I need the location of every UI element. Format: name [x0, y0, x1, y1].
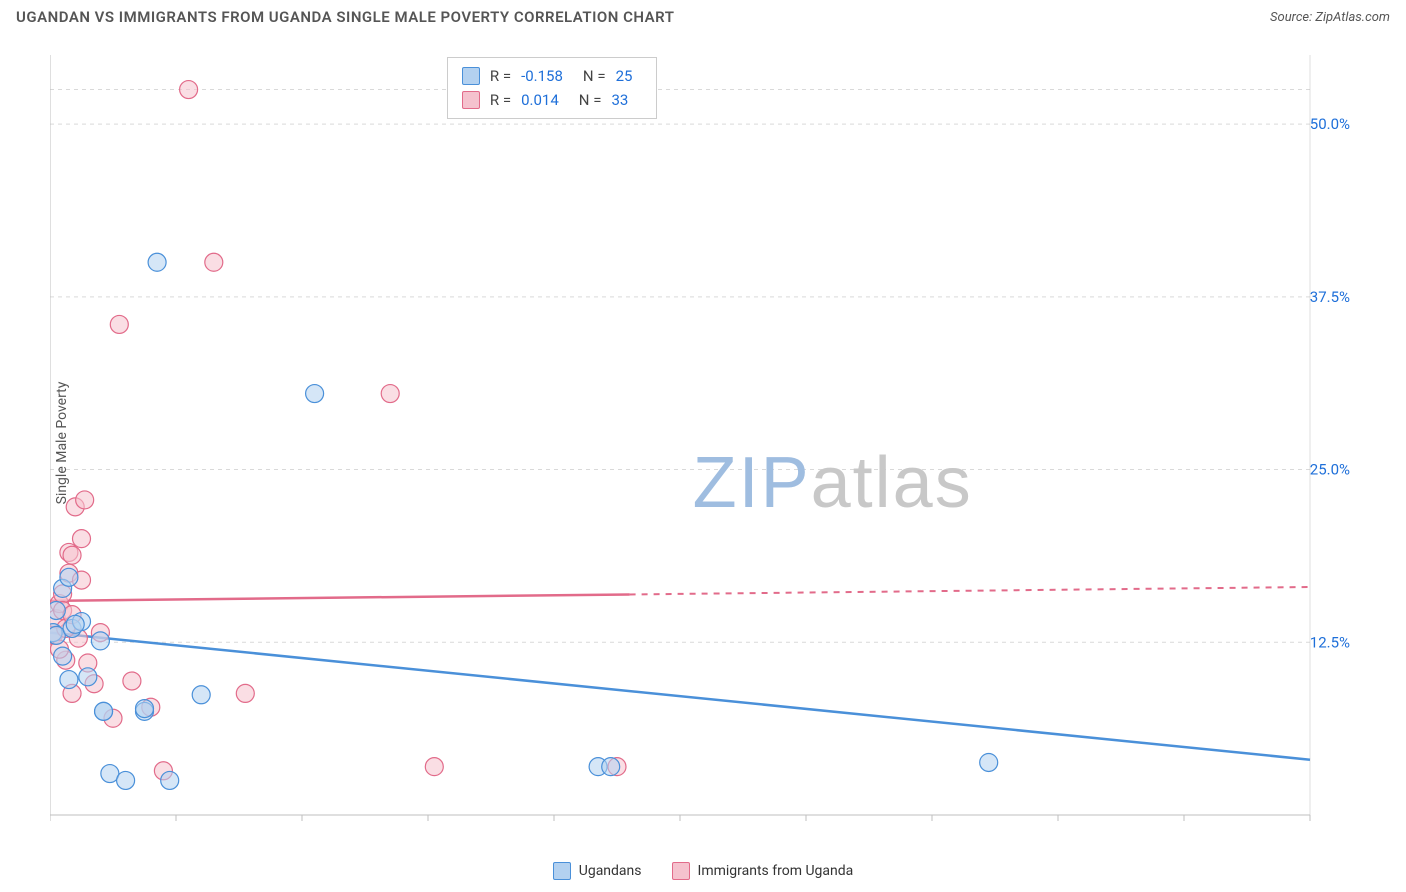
- data-point: [66, 615, 84, 633]
- stats-row: R = -0.158 N = 25: [462, 64, 643, 88]
- y-tick-label: 25.0%: [1310, 461, 1350, 479]
- legend-item: Immigrants from Uganda: [672, 862, 854, 880]
- data-point: [63, 546, 81, 564]
- source-attribution: Source: ZipAtlas.com: [1270, 10, 1390, 25]
- y-tick-label: 50.0%: [1310, 115, 1350, 133]
- legend-label: Ugandans: [579, 863, 642, 879]
- stat-n-value: 33: [611, 88, 628, 112]
- data-point: [180, 81, 198, 99]
- data-point: [161, 771, 179, 789]
- data-point: [602, 758, 620, 776]
- y-tick-label: 37.5%: [1310, 288, 1350, 306]
- series-legend: Ugandans Immigrants from Uganda: [0, 862, 1406, 880]
- stat-n-label: N =: [583, 64, 606, 88]
- data-point: [91, 632, 109, 650]
- legend-item: Ugandans: [553, 862, 642, 880]
- regression-line: [50, 594, 630, 600]
- data-point: [148, 253, 166, 271]
- y-tick-label: 12.5%: [1310, 633, 1350, 651]
- stat-n-label: N =: [579, 88, 602, 112]
- data-point: [79, 668, 97, 686]
- data-point: [60, 671, 78, 689]
- header: UGANDAN VS IMMIGRANTS FROM UGANDA SINGLE…: [0, 0, 1406, 30]
- data-point: [54, 647, 72, 665]
- data-point: [73, 530, 91, 548]
- data-point: [205, 253, 223, 271]
- data-point: [980, 753, 998, 771]
- stat-r-value: -0.158: [521, 64, 563, 88]
- data-point: [425, 758, 443, 776]
- legend-swatch: [553, 862, 571, 880]
- data-point: [117, 771, 135, 789]
- regression-line-dashed: [630, 587, 1310, 594]
- stats-legend: R = -0.158 N = 25 R = 0.014 N = 33: [447, 57, 658, 119]
- data-point: [123, 672, 141, 690]
- chart-title: UGANDAN VS IMMIGRANTS FROM UGANDA SINGLE…: [16, 8, 674, 26]
- chart-area: Single Male Poverty 0.0%20.0%12.5%25.0%3…: [50, 45, 1350, 825]
- y-axis-label: Single Male Poverty: [54, 382, 70, 505]
- data-point: [236, 684, 254, 702]
- scatter-chart: 0.0%20.0%12.5%25.0%37.5%50.0%: [50, 45, 1350, 825]
- data-point: [110, 315, 128, 333]
- data-point: [60, 568, 78, 586]
- legend-swatch: [462, 91, 480, 109]
- data-point: [136, 700, 154, 718]
- data-point: [95, 702, 113, 720]
- data-point: [50, 601, 65, 619]
- stat-r-label: R =: [490, 64, 511, 88]
- stat-r-label: R =: [490, 88, 511, 112]
- stat-n-value: 25: [616, 64, 633, 88]
- legend-swatch: [462, 67, 480, 85]
- data-point: [76, 491, 94, 509]
- legend-swatch: [672, 862, 690, 880]
- stats-row: R = 0.014 N = 33: [462, 88, 643, 112]
- data-point: [306, 385, 324, 403]
- stat-r-value: 0.014: [521, 88, 559, 112]
- data-point: [381, 385, 399, 403]
- data-point: [192, 686, 210, 704]
- legend-label: Immigrants from Uganda: [698, 863, 854, 879]
